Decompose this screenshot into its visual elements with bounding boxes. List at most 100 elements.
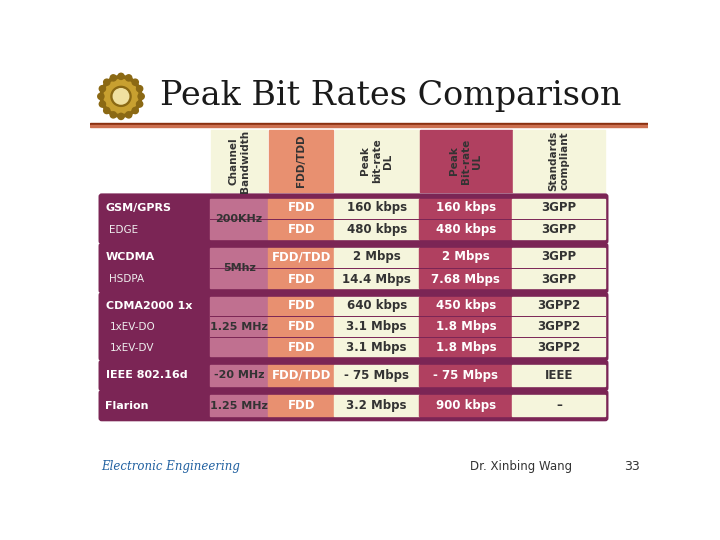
Bar	[419, 199, 513, 239]
Circle shape	[125, 75, 132, 81]
Text: FDD/TDD: FDD/TDD	[271, 369, 331, 382]
Text: 3GPP: 3GPP	[541, 201, 577, 214]
Text: 33: 33	[624, 460, 640, 473]
Bar	[419, 365, 513, 386]
Text: GSM/GPRS: GSM/GPRS	[106, 202, 171, 213]
Text: 900 kbps: 900 kbps	[436, 399, 496, 412]
FancyBboxPatch shape	[99, 242, 608, 294]
FancyBboxPatch shape	[99, 360, 608, 392]
Text: HSDPA: HSDPA	[109, 274, 145, 284]
Circle shape	[99, 101, 106, 107]
Bar	[210, 395, 269, 416]
Text: IEEE 802.16d: IEEE 802.16d	[106, 370, 187, 381]
Bar	[210, 365, 269, 386]
Bar	[269, 365, 334, 386]
Text: - 75 Mbps: - 75 Mbps	[344, 369, 409, 382]
Text: 1xEV-DV: 1xEV-DV	[109, 343, 154, 353]
Text: Electronic Engineering: Electronic Engineering	[102, 460, 240, 473]
Text: WCDMA: WCDMA	[106, 252, 155, 262]
Circle shape	[111, 86, 131, 106]
Text: FDD: FDD	[287, 273, 315, 286]
Circle shape	[114, 90, 128, 103]
Text: 1.25 MHz: 1.25 MHz	[210, 401, 268, 410]
Bar	[420, 130, 512, 192]
Text: 3GPP2: 3GPP2	[537, 299, 580, 312]
Circle shape	[113, 89, 129, 104]
Text: 2 Mbps: 2 Mbps	[353, 251, 400, 264]
Bar	[269, 248, 334, 288]
FancyBboxPatch shape	[99, 390, 608, 421]
Circle shape	[118, 113, 124, 119]
Text: Peak Bit Rates Comparison: Peak Bit Rates Comparison	[160, 79, 621, 112]
Text: 3.1 Mbps: 3.1 Mbps	[346, 320, 407, 333]
Text: FDD: FDD	[287, 399, 315, 412]
Bar	[513, 298, 606, 356]
Bar	[419, 395, 513, 416]
Bar	[334, 248, 419, 288]
Circle shape	[104, 107, 110, 113]
Text: -20 MHz: -20 MHz	[214, 370, 264, 381]
Circle shape	[118, 73, 124, 79]
Bar	[210, 199, 269, 239]
Text: 480 kbps: 480 kbps	[346, 224, 407, 237]
Text: 480 kbps: 480 kbps	[436, 224, 496, 237]
Circle shape	[98, 93, 104, 99]
Text: 160 kbps: 160 kbps	[347, 201, 407, 214]
Text: 3GPP2: 3GPP2	[537, 320, 580, 333]
Bar	[419, 248, 513, 288]
Text: 1.8 Mbps: 1.8 Mbps	[436, 341, 496, 354]
Circle shape	[110, 112, 117, 118]
Bar	[513, 395, 606, 416]
Text: FDD: FDD	[287, 341, 315, 354]
Text: IEEE: IEEE	[545, 369, 573, 382]
Text: 3.2 Mbps: 3.2 Mbps	[346, 399, 407, 412]
Text: FDD: FDD	[287, 224, 315, 237]
Bar	[513, 365, 606, 386]
Bar	[90, 125, 648, 127]
Text: 14.4 Mbps: 14.4 Mbps	[342, 273, 411, 286]
Circle shape	[137, 101, 143, 107]
Circle shape	[132, 79, 138, 85]
Text: 3GPP: 3GPP	[541, 224, 577, 237]
Text: 5Mhz: 5Mhz	[222, 263, 256, 273]
Text: 450 kbps: 450 kbps	[436, 299, 496, 312]
Text: 3GPP: 3GPP	[541, 251, 577, 264]
Text: FDD: FDD	[287, 299, 315, 312]
FancyBboxPatch shape	[99, 292, 608, 361]
Text: 160 kbps: 160 kbps	[436, 201, 496, 214]
Text: EDGE: EDGE	[109, 225, 138, 235]
Text: FDD/TDD: FDD/TDD	[296, 135, 306, 187]
Circle shape	[132, 107, 138, 113]
Circle shape	[100, 76, 142, 117]
Bar	[269, 395, 334, 416]
Text: Dr. Xinbing Wang: Dr. Xinbing Wang	[469, 460, 572, 473]
Text: 1xEV-DO: 1xEV-DO	[109, 322, 155, 332]
Circle shape	[99, 86, 106, 92]
Text: FDD: FDD	[287, 201, 315, 214]
Circle shape	[110, 75, 117, 81]
Bar	[334, 298, 419, 356]
Text: - 75 Mbps: - 75 Mbps	[433, 369, 498, 382]
Bar	[513, 130, 605, 192]
Bar	[269, 199, 334, 239]
Text: 3GPP: 3GPP	[541, 273, 577, 286]
Circle shape	[137, 86, 143, 92]
Text: Standards
compliant: Standards compliant	[548, 131, 570, 191]
Text: 3.1 Mbps: 3.1 Mbps	[346, 341, 407, 354]
Text: Flarion: Flarion	[106, 401, 149, 410]
Bar	[334, 395, 419, 416]
Text: Peak
bit-rate
DL: Peak bit-rate DL	[360, 139, 393, 184]
Text: FDD: FDD	[287, 320, 315, 333]
Text: 200KHz: 200KHz	[215, 214, 263, 224]
Bar	[90, 123, 648, 125]
Circle shape	[138, 93, 144, 99]
Text: 3GPP2: 3GPP2	[537, 341, 580, 354]
Bar	[210, 248, 269, 288]
Text: Channel
Bandwidth: Channel Bandwidth	[228, 130, 250, 193]
Bar	[269, 130, 333, 192]
Bar	[334, 199, 419, 239]
Bar	[513, 199, 606, 239]
Bar	[269, 298, 334, 356]
Bar	[513, 248, 606, 288]
Bar	[419, 298, 513, 356]
